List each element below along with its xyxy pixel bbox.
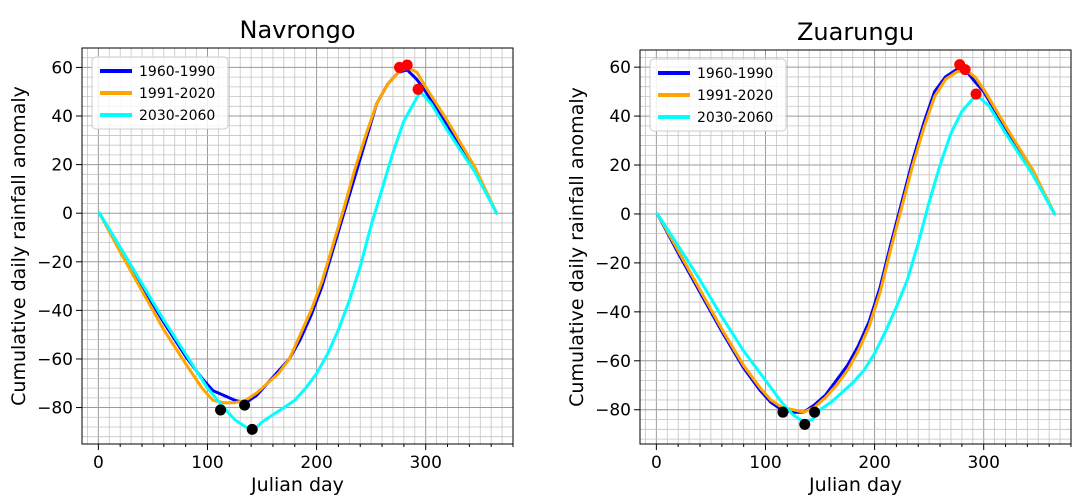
y-tick-label: 60	[51, 58, 73, 78]
y-tick-label: −20	[37, 253, 73, 273]
plot-frame	[639, 49, 1072, 445]
legend-label: 2030-2060	[139, 108, 215, 124]
min-marker-1960-1990	[777, 406, 789, 418]
chart-title: Navrongo	[239, 16, 355, 44]
max-marker-2030-2060	[970, 88, 982, 100]
legend: 1960-1990 1991-2020 2030-2060	[91, 56, 229, 130]
chart-panel-navrongo: 0 100 200 300 −80 −60 −40 −20 0 20 40 60 Navrongo Jul…	[8, 16, 514, 496]
max-marker-1991-2020	[954, 59, 966, 71]
y-tick-label: −40	[37, 301, 73, 321]
legend-label: 2030-2060	[697, 110, 773, 126]
y-tick-label: −80	[37, 399, 73, 419]
legend-label: 1960-1990	[139, 64, 215, 80]
y-tick-label: 40	[609, 107, 631, 127]
y-tick-label: −60	[37, 350, 73, 370]
x-tick-label: 300	[967, 453, 999, 473]
plot-frame	[81, 47, 514, 445]
legend-label: 1960-1990	[697, 66, 773, 82]
legend-box	[91, 56, 229, 130]
max-marker-1991-2020	[394, 61, 406, 73]
min-marker-1991-2020	[239, 399, 251, 411]
min-marker-1960-1990	[215, 404, 227, 416]
min-marker-2030-2060	[799, 418, 811, 430]
y-tick-label: −20	[595, 254, 631, 274]
y-tick-label: −40	[595, 303, 631, 323]
chart-panel-zuarungu: 0 100 200 300 −80 −60 −40 −20 0 20 40 60 Zuarungu Jul…	[566, 18, 1072, 496]
x-tick-label: 100	[191, 453, 223, 473]
x-tick-label: 300	[409, 453, 441, 473]
y-tick-label: 0	[620, 205, 631, 225]
legend: 1960-1990 1991-2020 2030-2060	[649, 58, 787, 132]
chart-title: Zuarungu	[797, 18, 914, 46]
y-tick-label: −80	[595, 401, 631, 421]
x-tick-label: 100	[749, 453, 781, 473]
y-tick-label: 20	[609, 156, 631, 176]
y-tick-label: 20	[51, 156, 73, 176]
legend-box	[649, 58, 787, 132]
y-tick-label: 0	[62, 204, 73, 224]
x-tick-label: 0	[651, 453, 662, 473]
x-axis-label: Julian day	[250, 474, 344, 496]
legend-label: 1991-2020	[139, 86, 215, 102]
max-marker-2030-2060	[412, 83, 424, 95]
series-line-2030-2060	[98, 90, 499, 431]
legend-label: 1991-2020	[697, 88, 773, 104]
min-marker-1991-2020	[809, 406, 821, 418]
x-tick-label: 200	[300, 453, 332, 473]
x-tick-label: 0	[93, 453, 104, 473]
y-tick-label: 60	[609, 58, 631, 78]
y-tick-label: −60	[595, 352, 631, 372]
y-axis-label: Cumulative daily rainfall anomaly	[8, 86, 30, 406]
y-tick-label: 40	[51, 107, 73, 127]
x-axis-label: Julian day	[808, 474, 902, 496]
y-axis-label: Cumulative daily rainfall anomaly	[566, 87, 588, 407]
x-tick-label: 200	[858, 453, 890, 473]
min-marker-2030-2060	[246, 423, 258, 435]
